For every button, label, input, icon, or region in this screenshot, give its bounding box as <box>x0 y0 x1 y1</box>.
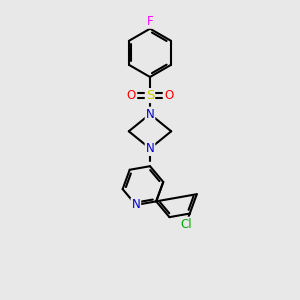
Text: N: N <box>131 198 140 212</box>
Text: N: N <box>146 108 154 121</box>
Text: Cl: Cl <box>180 218 192 231</box>
Text: F: F <box>147 15 153 28</box>
Text: N: N <box>146 142 154 155</box>
Text: S: S <box>146 89 154 102</box>
Text: O: O <box>164 89 173 102</box>
Text: O: O <box>127 89 136 102</box>
